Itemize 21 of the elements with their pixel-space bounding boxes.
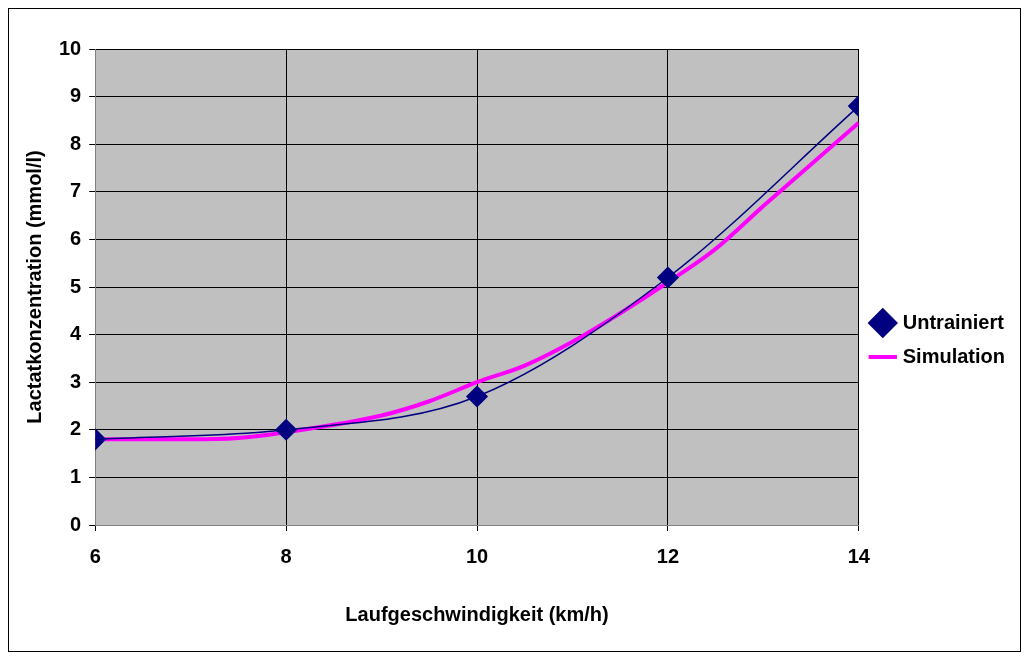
- legend-label: Simulation: [902, 344, 1006, 367]
- y-tick-label: 8: [70, 131, 82, 154]
- x-tick-label: 6: [89, 544, 101, 567]
- y-tick-label: 1: [70, 464, 82, 487]
- x-axis-title: Laufgeschwindigkeit (km/h): [345, 602, 609, 625]
- legend-label: Untrainiert: [902, 310, 1005, 333]
- y-tick-label: 0: [70, 512, 82, 535]
- x-tick-label: 8: [280, 544, 292, 567]
- y-tick-label: 7: [70, 179, 82, 202]
- y-tick-label: 2: [70, 417, 82, 440]
- y-tick-label: 5: [70, 274, 82, 297]
- x-tick-label: 10: [465, 544, 489, 567]
- y-tick-label: 3: [70, 369, 82, 392]
- x-tick-label: 14: [847, 544, 871, 567]
- y-axis-title: Lactatkonzentration (mmol/l): [22, 150, 45, 424]
- y-tick-label: 6: [70, 226, 82, 249]
- y-tick-label: 10: [59, 36, 82, 59]
- y-tick-label: 9: [70, 84, 82, 107]
- y-tick-label: 4: [70, 322, 83, 345]
- point: [466, 385, 488, 408]
- x-tick-label: 12: [656, 544, 680, 567]
